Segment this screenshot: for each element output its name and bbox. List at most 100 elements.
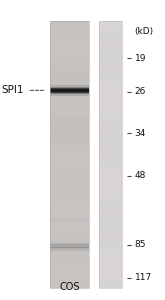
Bar: [50, 112, 89, 113]
Bar: [50, 249, 89, 250]
Bar: [50, 276, 89, 277]
Bar: [50, 240, 89, 241]
Bar: [50, 189, 89, 190]
Bar: [99, 157, 122, 158]
Bar: [99, 64, 122, 65]
Bar: [99, 217, 122, 219]
Bar: [50, 225, 89, 226]
Bar: [99, 44, 122, 45]
Bar: [99, 120, 122, 121]
Bar: [99, 57, 122, 58]
Bar: [99, 160, 122, 161]
Bar: [50, 129, 89, 130]
Bar: [99, 93, 122, 94]
Bar: [50, 177, 89, 178]
Bar: [50, 212, 89, 213]
Bar: [50, 167, 89, 168]
Bar: [99, 106, 122, 108]
Bar: [99, 216, 122, 217]
Bar: [50, 121, 89, 123]
Bar: [50, 98, 89, 100]
Bar: [50, 106, 89, 108]
Bar: [50, 117, 89, 118]
Bar: [99, 145, 122, 146]
Bar: [99, 82, 122, 84]
Bar: [99, 175, 122, 176]
Bar: [99, 236, 122, 237]
Bar: [99, 118, 122, 120]
Bar: [50, 243, 89, 244]
Bar: [50, 140, 89, 141]
Bar: [99, 113, 122, 114]
Bar: [99, 24, 122, 25]
Bar: [99, 221, 122, 223]
Bar: [50, 196, 89, 197]
Bar: [50, 45, 89, 46]
Bar: [50, 136, 89, 137]
Bar: [99, 69, 122, 70]
Bar: [50, 221, 89, 223]
Bar: [99, 25, 122, 26]
Bar: [50, 97, 89, 98]
Bar: [99, 61, 122, 62]
Bar: [99, 85, 122, 86]
Bar: [50, 246, 89, 248]
Bar: [50, 201, 89, 202]
Bar: [50, 21, 89, 22]
Bar: [50, 220, 89, 221]
Bar: [99, 190, 122, 192]
Bar: [50, 78, 89, 80]
Bar: [50, 115, 89, 117]
Bar: [50, 223, 89, 224]
Bar: [99, 154, 122, 156]
Bar: [50, 65, 89, 66]
Bar: [99, 96, 122, 97]
Bar: [50, 122, 89, 124]
Bar: [50, 243, 89, 244]
Bar: [99, 283, 122, 284]
Bar: [50, 214, 89, 216]
Bar: [99, 253, 122, 255]
Bar: [50, 228, 89, 229]
Bar: [99, 214, 122, 216]
Bar: [99, 189, 122, 190]
Text: 26: 26: [134, 87, 146, 96]
Bar: [50, 28, 89, 29]
Bar: [99, 247, 122, 248]
Bar: [99, 232, 122, 233]
Bar: [99, 252, 122, 253]
Bar: [99, 240, 122, 241]
Bar: [50, 160, 89, 161]
Bar: [50, 137, 89, 139]
Bar: [50, 252, 89, 253]
Bar: [99, 62, 122, 64]
Bar: [50, 193, 89, 195]
Bar: [50, 232, 89, 233]
Bar: [50, 205, 89, 207]
Bar: [99, 21, 122, 22]
Bar: [99, 272, 122, 273]
Bar: [99, 149, 122, 151]
Bar: [50, 238, 89, 240]
Bar: [99, 202, 122, 204]
Bar: [99, 280, 122, 281]
Bar: [50, 113, 89, 114]
Bar: [50, 244, 89, 246]
Bar: [99, 94, 122, 96]
Bar: [50, 84, 89, 85]
Bar: [99, 92, 122, 93]
Bar: [50, 283, 89, 284]
Bar: [99, 163, 122, 164]
Bar: [99, 66, 122, 68]
Bar: [99, 133, 122, 134]
Bar: [99, 48, 122, 49]
Bar: [50, 62, 89, 64]
Bar: [99, 261, 122, 262]
Bar: [99, 284, 122, 285]
Bar: [99, 50, 122, 52]
Bar: [99, 260, 122, 261]
Bar: [99, 169, 122, 170]
Bar: [99, 88, 122, 89]
Bar: [50, 124, 89, 125]
Bar: [50, 148, 89, 149]
